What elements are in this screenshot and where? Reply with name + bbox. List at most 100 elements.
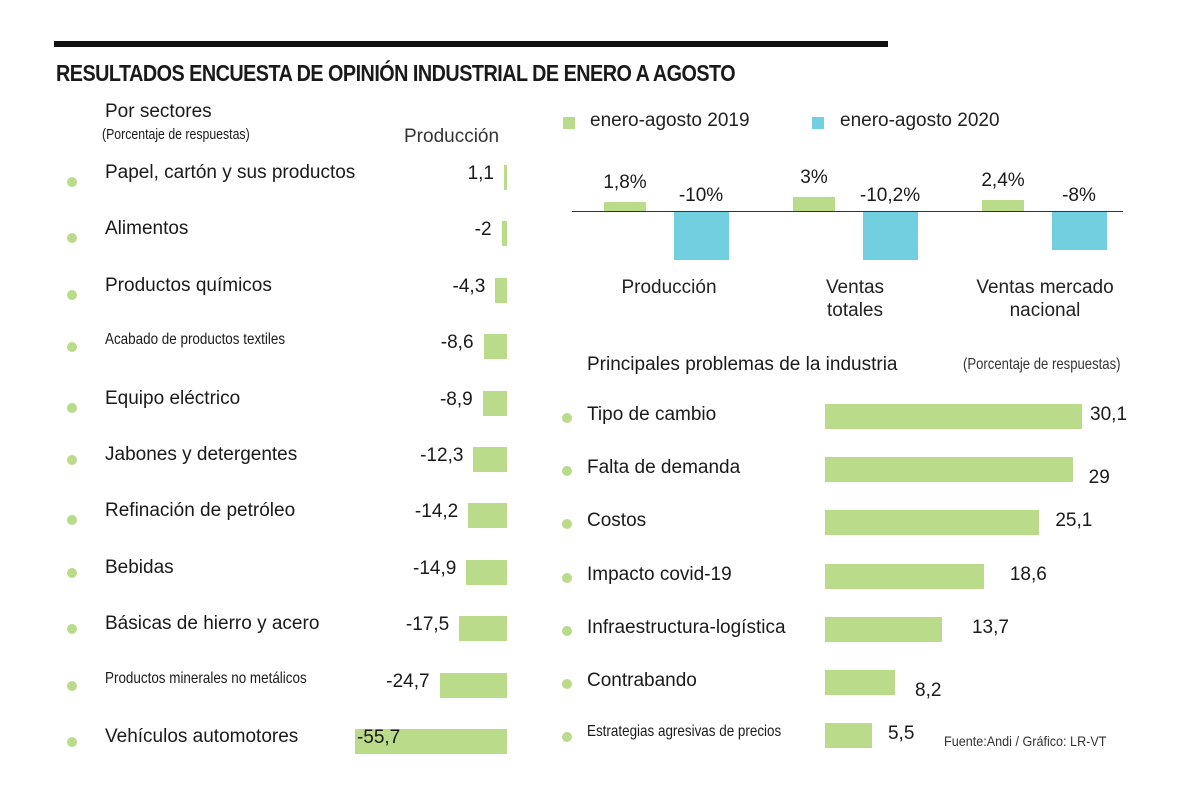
sector-row: Acabado de productos textiles -8,6 — [0, 329, 520, 360]
sector-row: Productos químicos -4,3 — [0, 273, 520, 303]
bullet-dot — [67, 342, 77, 353]
category-label-line: nacional — [1009, 300, 1081, 321]
bar-2019 — [982, 199, 1024, 211]
problem-label: Tipo de cambio — [587, 404, 717, 425]
bullet-dot — [67, 567, 77, 578]
sector-value: -8,9 — [439, 388, 473, 410]
sector-value: -14,2 — [414, 501, 459, 523]
sector-label: Acabado de productos textiles — [105, 331, 286, 349]
value-label-2020: -10,2% — [859, 185, 921, 206]
problem-value: 29 — [1088, 467, 1110, 489]
sector-label: Alimentos — [105, 218, 189, 240]
bullet-dot — [67, 402, 77, 413]
sector-value: -2 — [474, 219, 492, 241]
sector-row: Jabones y detergentes -12,3 — [0, 442, 520, 472]
bullet-dot — [562, 519, 572, 530]
legend-swatch-2020 — [812, 117, 824, 129]
sector-bar — [503, 165, 507, 190]
problem-bar — [825, 404, 1083, 429]
bullet-dot — [67, 289, 77, 300]
bullet-dot — [67, 680, 77, 691]
problem-value: 13,7 — [971, 616, 1009, 638]
sector-row: Básicas de hierro y acero -17,5 — [0, 611, 520, 642]
problem-value: 18,6 — [1009, 563, 1047, 585]
sector-bar — [439, 672, 507, 698]
sector-row: Equipo eléctrico -8,9 — [0, 386, 520, 416]
sector-row: Vehículos automotores -55,7 — [0, 724, 520, 754]
sector-label: Bebidas — [105, 556, 174, 578]
sectors-title: Por sectores — [105, 101, 212, 122]
zero-axis-line — [572, 211, 1123, 212]
sector-bar — [483, 334, 507, 360]
sector-value: -24,7 — [386, 670, 430, 692]
bullet-dot — [67, 233, 77, 244]
bullet-dot — [67, 624, 77, 635]
sector-label: Vehículos automotores — [105, 726, 299, 747]
problem-bar — [825, 670, 896, 695]
bullet-dot — [67, 515, 77, 526]
sector-row: Productos minerales no metálicos -24,7 — [0, 668, 520, 698]
problem-bar — [825, 510, 1040, 536]
problem-bar — [825, 563, 984, 589]
problem-bar — [825, 723, 872, 749]
value-label-2020: -10% — [678, 185, 724, 206]
problems-title: Principales problemas de la industria — [587, 354, 898, 375]
sectors-column-label: Producción — [404, 126, 500, 147]
sector-row: Bebidas -14,9 — [0, 555, 520, 585]
sector-value: -4,3 — [452, 275, 486, 297]
problem-value: 30,1 — [1090, 404, 1128, 425]
category-label-line: totales — [827, 300, 883, 321]
problem-label: Falta de demanda — [587, 457, 741, 479]
bullet-dot — [562, 732, 572, 743]
problem-label: Contrabando — [587, 670, 697, 691]
bullet-dot — [562, 679, 572, 689]
bar-2020 — [1052, 212, 1107, 250]
bullet-dot — [562, 572, 572, 583]
sector-label: Jabones y detergentes — [105, 444, 298, 465]
sector-row: Papel, cartón y sus productos 1,1 — [0, 160, 520, 190]
sector-value: -17,5 — [405, 614, 450, 636]
sector-bar — [466, 559, 507, 585]
sector-label: Productos químicos — [105, 274, 272, 296]
bullet-dot — [67, 455, 77, 465]
source-note: Fuente:Andi / Gráfico: LR-VT — [944, 733, 1107, 749]
problem-value: 5,5 — [887, 723, 915, 745]
sector-label: Equipo eléctrico — [105, 387, 241, 409]
problem-label: Impacto covid-19 — [587, 563, 732, 585]
bar-2019 — [793, 196, 835, 211]
bullet-dot — [562, 466, 572, 477]
page-title: RESULTADOS ENCUESTA DE OPINIÓN INDUSTRIA… — [56, 60, 736, 86]
sector-value: 1,1 — [467, 163, 494, 184]
problems-subtitle: (Porcentaje de respuestas) — [963, 356, 1121, 373]
problem-value: 8,2 — [915, 680, 942, 701]
sector-bar — [495, 277, 507, 303]
category-label: Ventas mercado nacional — [955, 276, 1135, 322]
problem-bar — [825, 616, 942, 642]
bar-2020 — [674, 212, 729, 260]
sector-value: -12,3 — [420, 445, 464, 466]
category-label: Ventas totales — [765, 276, 945, 322]
category-label-line: Producción — [621, 277, 717, 298]
bar-2019 — [604, 202, 646, 211]
bullet-dot — [562, 413, 572, 423]
bullet-dot — [67, 737, 77, 747]
category-label-line: Ventas mercado — [976, 277, 1114, 298]
sector-label: Refinación de petróleo — [105, 500, 296, 522]
sector-row: Alimentos -2 — [0, 216, 520, 247]
problem-label: Infraestructura-logística — [587, 616, 786, 638]
sector-label: Papel, cartón y sus productos — [105, 162, 356, 183]
value-label-2019: 1,8% — [603, 172, 647, 194]
sector-row: Refinación de petróleo -14,2 — [0, 498, 520, 529]
legend-label-2019: enero-agosto 2019 — [590, 110, 750, 131]
legend-label-2020: enero-agosto 2020 — [840, 110, 1000, 131]
sector-value: -8,6 — [440, 332, 474, 354]
sector-bar — [354, 729, 507, 754]
sector-value: -14,9 — [413, 557, 457, 579]
problem-value: 25,1 — [1055, 510, 1093, 532]
sector-bar — [459, 616, 507, 642]
sector-bar — [482, 390, 507, 416]
legend-swatch-2019 — [563, 117, 575, 129]
sector-bar — [468, 503, 507, 529]
category-label-line: Ventas — [825, 277, 885, 298]
category-label: Producción — [579, 276, 759, 299]
